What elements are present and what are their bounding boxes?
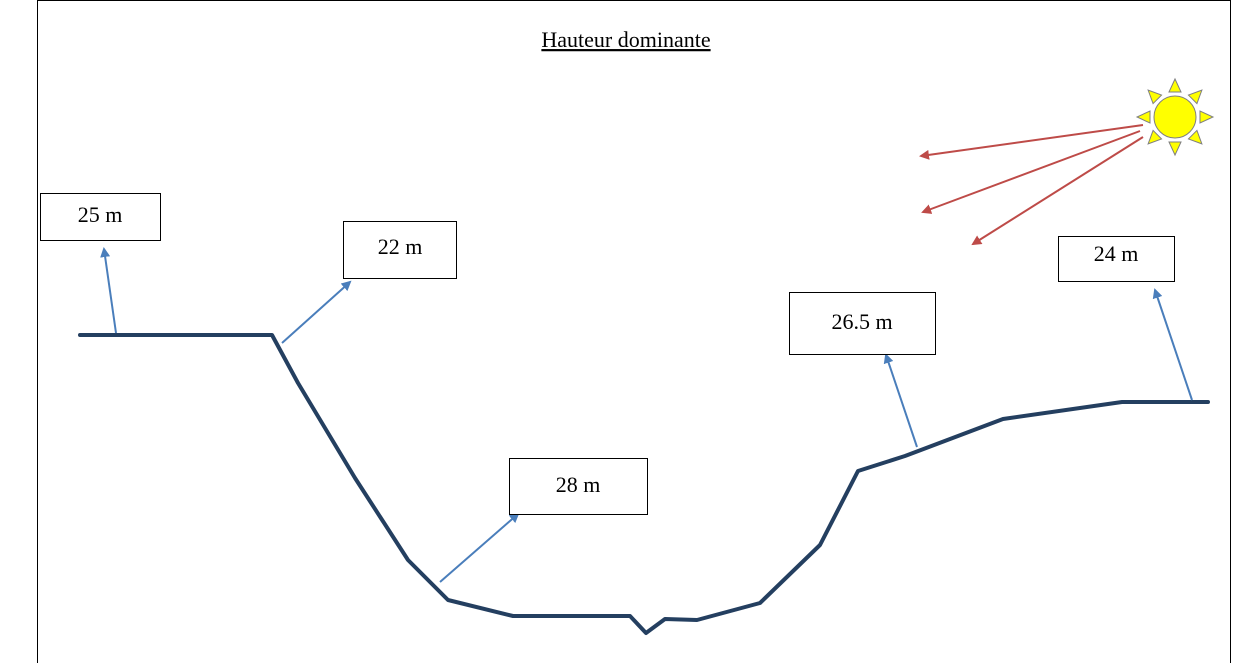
label: 28 m <box>556 472 601 497</box>
light-arrow <box>923 131 1140 212</box>
label: 25 m <box>78 202 123 227</box>
light-arrow <box>973 137 1143 244</box>
label: 22 m <box>378 234 423 259</box>
sun <box>1137 79 1213 155</box>
light-arrow <box>921 125 1143 156</box>
label-boxes: 25 m 22 m 28 m 26.5 m 24 m <box>41 194 1175 515</box>
page: {"title": "Hauteur dominante", "labels":… <box>0 0 1240 663</box>
arrow <box>104 249 116 333</box>
sun-rays-arrows <box>921 125 1143 244</box>
label: 26.5 m <box>831 309 892 334</box>
arrow <box>440 514 518 582</box>
title: Hauteur dominante <box>541 27 710 52</box>
label: 24 m <box>1094 241 1139 266</box>
arrow <box>1155 290 1192 400</box>
arrow <box>886 355 917 447</box>
frame <box>38 1 1231 664</box>
diagram: Hauteur dominante 25 m 22 m 28 m 26.5 m … <box>0 0 1240 663</box>
arrow <box>282 282 350 343</box>
